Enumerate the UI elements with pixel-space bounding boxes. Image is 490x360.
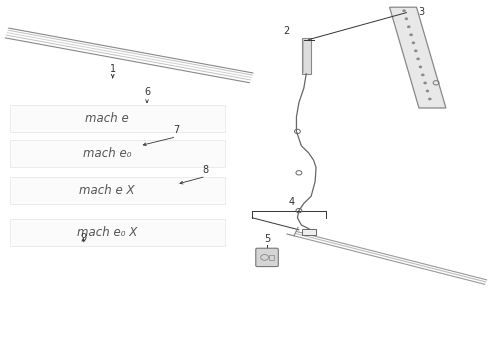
Circle shape	[416, 58, 419, 60]
Circle shape	[407, 26, 410, 28]
Text: 4: 4	[289, 197, 294, 207]
Text: mach e X: mach e X	[79, 184, 135, 197]
Circle shape	[421, 74, 424, 76]
Text: 8: 8	[203, 165, 209, 175]
Circle shape	[424, 82, 427, 84]
FancyBboxPatch shape	[10, 140, 225, 166]
Text: mach e₀: mach e₀	[83, 147, 131, 159]
Circle shape	[403, 10, 406, 12]
Circle shape	[410, 34, 413, 36]
Text: 9: 9	[80, 233, 86, 243]
Text: mach e: mach e	[85, 112, 129, 125]
Circle shape	[426, 90, 429, 92]
Text: 7: 7	[173, 125, 179, 135]
Circle shape	[428, 98, 431, 100]
FancyBboxPatch shape	[256, 248, 278, 266]
Circle shape	[412, 42, 415, 44]
Polygon shape	[390, 7, 446, 108]
Text: 2: 2	[284, 26, 290, 36]
Circle shape	[419, 66, 422, 68]
Circle shape	[405, 18, 408, 20]
Text: mach e₀ X: mach e₀ X	[77, 226, 137, 239]
Text: 1: 1	[110, 64, 116, 74]
FancyBboxPatch shape	[302, 38, 311, 74]
FancyBboxPatch shape	[10, 177, 225, 204]
FancyBboxPatch shape	[302, 229, 316, 235]
Text: 3: 3	[418, 6, 425, 17]
Circle shape	[415, 50, 417, 52]
Text: 6: 6	[144, 87, 150, 97]
Text: 5: 5	[264, 234, 270, 244]
FancyBboxPatch shape	[10, 219, 225, 246]
FancyBboxPatch shape	[10, 105, 225, 132]
